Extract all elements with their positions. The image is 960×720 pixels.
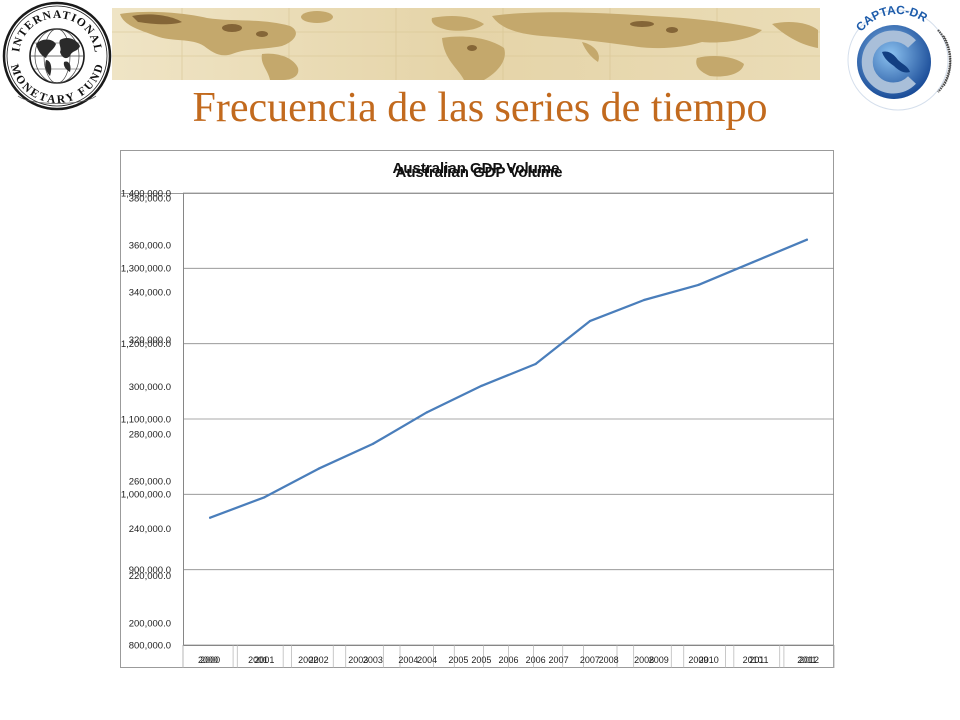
chart-title: Australian GDP Volume <box>393 160 560 177</box>
y-tick-label: 300,000.0 <box>129 382 171 393</box>
y-tick-label: 320,000.0 <box>129 335 171 346</box>
imf-logo: INTERNATIONAL MONETARY FUND <box>2 1 112 111</box>
data-point <box>263 496 266 499</box>
y-tick-label: 280,000.0 <box>129 429 171 440</box>
x-tick-label: 2007 <box>549 655 569 665</box>
y-tick-label: 200,000.0 <box>129 618 171 629</box>
category-ticks-group <box>182 645 835 668</box>
x-tick-label: 2005 <box>471 655 491 665</box>
x-tick-label: 2009 <box>649 655 669 665</box>
continent-shapes <box>120 11 818 80</box>
y-tick-label: 360,000.0 <box>129 241 171 252</box>
seal-laurel <box>17 95 97 104</box>
data-point <box>371 442 374 445</box>
x-tick-label: 2012 <box>799 655 819 665</box>
captac-dr-logo: CAPTAC-DR <box>847 3 952 111</box>
y-tick-label: 1,400,000.0 <box>121 188 171 199</box>
y-tick-label: 260,000.0 <box>129 477 171 488</box>
y-tick-label: 1,100,000.0 <box>121 414 171 425</box>
data-point <box>805 238 808 241</box>
logo-c-shape <box>861 30 916 94</box>
x-tick-label: 2010 <box>743 655 763 665</box>
y-tick-label: 1,300,000.0 <box>121 264 171 275</box>
y-tick-label: 240,000.0 <box>129 524 171 535</box>
x-tick-label: 2005 <box>448 655 468 665</box>
slide-title: Frecuencia de las series de tiempo <box>192 85 768 131</box>
data-point <box>643 298 646 302</box>
chart: 800,000.0 900,000.0 1,000,000.0 1,100,000.0… <box>120 150 835 668</box>
axis-labels-group: 800,000.0 900,000.0 1,000,000.0 1,100,000.0… <box>121 188 819 665</box>
series-line <box>208 238 809 519</box>
logo-small-text <box>943 35 952 87</box>
x-tick-label: 2001 <box>254 655 274 665</box>
y-tick-label: 1,000,000.0 <box>121 490 171 501</box>
x-tick-label: 2003 <box>363 655 383 665</box>
world-map-banner <box>112 8 820 80</box>
central-america-map-icon <box>882 51 910 73</box>
x-tick-label: 2008 <box>599 655 619 665</box>
data-point <box>697 283 700 287</box>
series-group <box>208 238 809 519</box>
x-tick-label: 2007 <box>580 655 600 665</box>
x-tick-label: 2006 <box>498 655 518 665</box>
data-point <box>426 411 429 414</box>
x-tick-label: 2000 <box>198 655 218 665</box>
data-point <box>751 261 754 264</box>
x-tick-label: 2001 <box>248 655 268 665</box>
y-tick-label: 800,000.0 <box>129 640 171 651</box>
x-tick-label: 2006 <box>526 655 546 665</box>
data-point <box>209 516 212 519</box>
x-tick-label: 2010 <box>699 655 719 665</box>
x-tick-label: 2002 <box>298 655 318 665</box>
x-tick-label: 2004 <box>398 655 418 665</box>
seal-inner-ring <box>6 5 108 107</box>
data-point <box>534 362 537 366</box>
x-tick-label: 2008 <box>634 655 654 665</box>
data-point <box>480 384 483 387</box>
data-point <box>588 319 591 323</box>
data-point <box>317 467 320 470</box>
x-tick-label: 2004 <box>417 655 437 665</box>
x-tick-label: 2000 <box>200 655 220 665</box>
y-tick-label: 1,200,000.0 <box>121 339 171 350</box>
chart-frame <box>120 150 834 668</box>
x-tick-label: 2009 <box>688 655 708 665</box>
map-dark-details <box>132 14 678 51</box>
x-tick-label: 2003 <box>348 655 368 665</box>
x-tick-label: 2011 <box>749 655 768 665</box>
y-tick-label: 340,000.0 <box>129 288 171 299</box>
y-tick-label: 380,000.0 <box>129 193 171 204</box>
chart-title-overlay: Australian GDP Volume <box>396 164 563 181</box>
globe-icon <box>29 28 85 84</box>
y-tick-label: 900,000.0 <box>129 565 171 576</box>
x-tick-label: 2011 <box>797 655 816 665</box>
x-tick-label: 2002 <box>309 655 329 665</box>
y-tick-label: 220,000.0 <box>129 571 171 582</box>
